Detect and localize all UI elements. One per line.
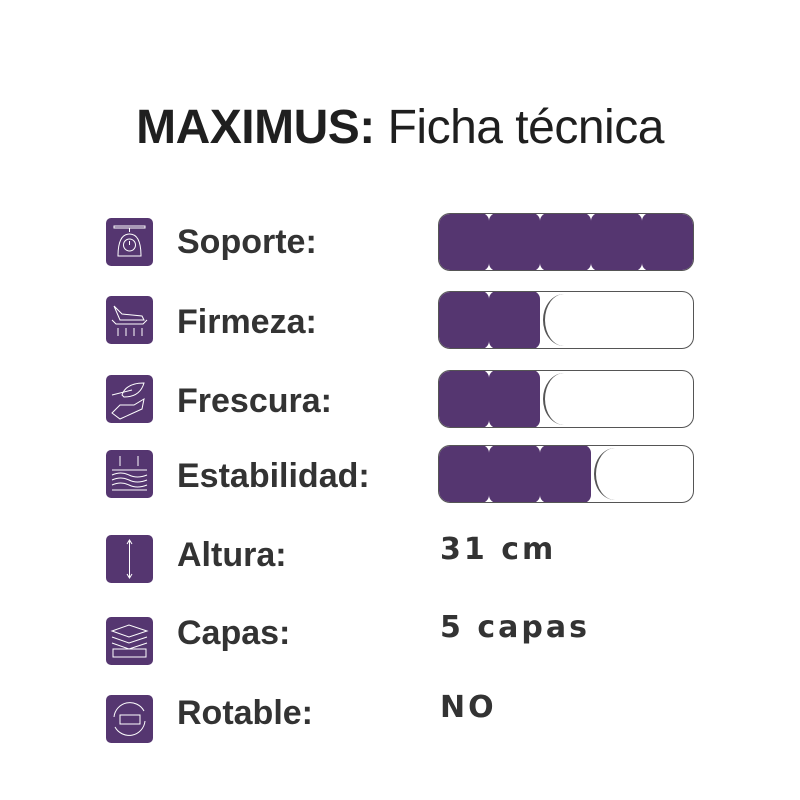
rating-row: Estabilidad: (0, 445, 800, 507)
rating-segment-filled (642, 214, 693, 270)
spec-label: Altura: (177, 536, 287, 574)
rating-segment-filled (540, 214, 591, 270)
brand-name: MAXIMUS: (136, 101, 375, 154)
rating-row: Soporte: (0, 213, 800, 275)
rating-row: Firmeza: (0, 291, 800, 353)
rating-segment-filled (489, 292, 540, 348)
rating-bar (438, 370, 694, 428)
leaf-hand-icon (106, 375, 153, 423)
waves-icon (106, 450, 153, 498)
rating-segment-filled (489, 371, 540, 427)
rating-bar (438, 445, 694, 503)
rating-segment-filled (489, 214, 540, 270)
rating-empty-cap (594, 448, 636, 500)
rating-empty-cap (543, 294, 585, 346)
spec-row: Rotable: NO (0, 690, 800, 750)
rotate-mattress-icon (106, 695, 153, 743)
rating-row: Frescura: (0, 370, 800, 432)
scale-icon (106, 218, 153, 266)
rating-segment-filled (439, 292, 489, 348)
rating-segment-filled (489, 446, 540, 502)
rating-label: Frescura: (177, 382, 332, 420)
rating-label: Firmeza: (177, 303, 317, 341)
spec-label: Rotable: (177, 694, 313, 732)
rating-bar (438, 213, 694, 271)
subtitle: Ficha técnica (387, 101, 665, 154)
height-arrow-icon (106, 535, 153, 583)
spec-row: Altura: 31 cm (0, 530, 800, 590)
spec-value: NO (440, 690, 497, 725)
rating-label: Soporte: (177, 223, 317, 261)
rating-segment-filled (591, 214, 642, 270)
spec-value: 5 capas (440, 610, 590, 645)
spec-value: 31 cm (440, 532, 557, 567)
rating-empty-cap (543, 373, 585, 425)
rating-segment-filled (439, 371, 489, 427)
rating-label: Estabilidad: (177, 457, 370, 495)
rating-segment-filled (540, 446, 591, 502)
layers-icon (106, 617, 153, 665)
page-title: MAXIMUS: Ficha técnica (0, 100, 800, 155)
rating-segment-filled (439, 446, 489, 502)
firmness-icon (106, 296, 153, 344)
spec-label: Capas: (177, 614, 291, 652)
rating-bar (438, 291, 694, 349)
rating-segment-filled (439, 214, 489, 270)
spec-row: Capas: 5 capas (0, 610, 800, 672)
